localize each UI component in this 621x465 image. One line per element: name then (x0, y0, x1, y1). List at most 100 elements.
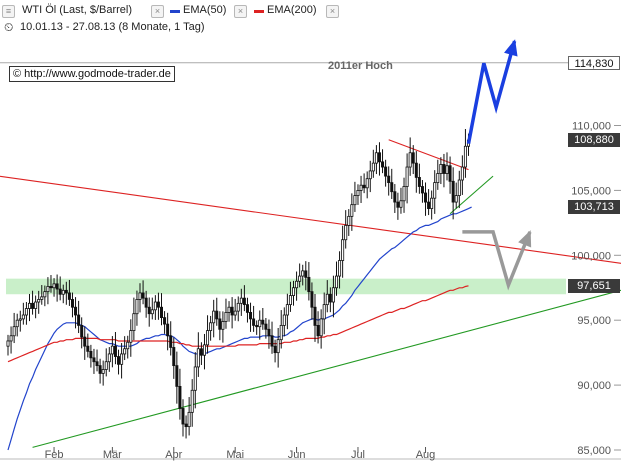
candle-body (178, 385, 182, 409)
candle-body (175, 365, 179, 387)
candle (338, 251, 342, 289)
candle-body (27, 302, 31, 309)
candle-body (362, 184, 366, 189)
candle (295, 271, 299, 301)
candle-body (40, 296, 44, 300)
candle (233, 298, 237, 321)
candle (374, 145, 378, 175)
candle-body (144, 297, 148, 308)
candle (144, 290, 148, 318)
candle-body (58, 288, 62, 295)
candle (58, 276, 62, 301)
candle (350, 193, 354, 231)
candle-body (209, 322, 213, 331)
red-wedge-top (388, 139, 469, 171)
candle-body (258, 319, 262, 328)
candle-body (129, 330, 133, 343)
candle-body (279, 324, 283, 341)
candle (159, 293, 163, 326)
candle-body (405, 166, 409, 187)
candle (190, 379, 194, 427)
candle (368, 160, 372, 193)
candle-body (368, 170, 372, 180)
candle (92, 348, 96, 374)
candle (24, 302, 28, 325)
candle-body (236, 302, 240, 312)
candle-body (264, 323, 268, 330)
y-tick-label: 95,000 (577, 315, 611, 327)
y-tick-label: 90,000 (577, 380, 611, 392)
candle (322, 292, 326, 335)
candle-body (24, 308, 28, 316)
candle-body (282, 314, 286, 326)
candle-body (110, 345, 114, 355)
bearish-arrow-head (518, 230, 532, 248)
candle-body (414, 162, 418, 178)
candle-body (460, 166, 464, 181)
price-tag-114830: 114,830 (568, 55, 620, 70)
bearish-scenario-arrow (462, 230, 532, 291)
candle-body (408, 152, 412, 168)
candle (212, 299, 216, 338)
price-tag-last: 108,880 (568, 133, 620, 148)
candle-body (387, 175, 391, 184)
candle (405, 153, 409, 204)
candle (298, 263, 302, 288)
candle-body (393, 191, 397, 203)
candle-body (9, 335, 13, 342)
candle-body (374, 152, 378, 164)
candle-body (153, 301, 157, 311)
candle (402, 177, 406, 213)
candle-body (190, 389, 194, 413)
candle-body (92, 357, 96, 363)
candle (9, 326, 13, 354)
candle-body (252, 318, 256, 326)
candle (451, 167, 455, 220)
candle (6, 334, 10, 356)
candle-body (31, 302, 35, 309)
candle-body (448, 165, 452, 182)
chart-settings-button[interactable]: ≡ (2, 5, 15, 18)
candle-body (365, 178, 369, 189)
red-downtrend (0, 175, 621, 264)
candle-body (457, 179, 461, 196)
candle (439, 157, 443, 185)
candle-body (353, 195, 357, 206)
candle-body (420, 186, 424, 194)
candle-body (138, 292, 142, 300)
candle (414, 151, 418, 193)
candle-body (147, 306, 151, 315)
candle-body (86, 345, 90, 352)
candle-body (331, 287, 335, 303)
candle (420, 180, 424, 203)
candle (387, 166, 391, 196)
candle-body (141, 292, 145, 299)
candle-body (101, 369, 105, 374)
ema200-close-button[interactable]: × (326, 5, 339, 18)
candle (117, 349, 121, 375)
candle (175, 351, 179, 404)
candle-body (52, 283, 56, 289)
candle (331, 275, 335, 318)
candle (135, 290, 139, 326)
candle (242, 285, 246, 312)
candle-body (381, 161, 385, 168)
candle (156, 292, 160, 320)
ema50-close-button[interactable]: × (234, 5, 247, 18)
candle (261, 307, 265, 330)
x-tick-label: Aug (416, 449, 436, 461)
instrument-close-button[interactable]: × (151, 5, 164, 18)
candle (187, 397, 191, 436)
candle-body (34, 301, 38, 309)
candle (27, 293, 31, 322)
candle (270, 321, 274, 354)
candle-body (255, 324, 259, 328)
candle-body (328, 293, 332, 303)
candle-body (371, 162, 375, 172)
candle-body (218, 318, 222, 330)
x-tick-label: Apr (165, 449, 182, 461)
candle (123, 336, 127, 361)
candle (436, 159, 440, 190)
candle (64, 281, 68, 305)
candle (166, 312, 170, 351)
